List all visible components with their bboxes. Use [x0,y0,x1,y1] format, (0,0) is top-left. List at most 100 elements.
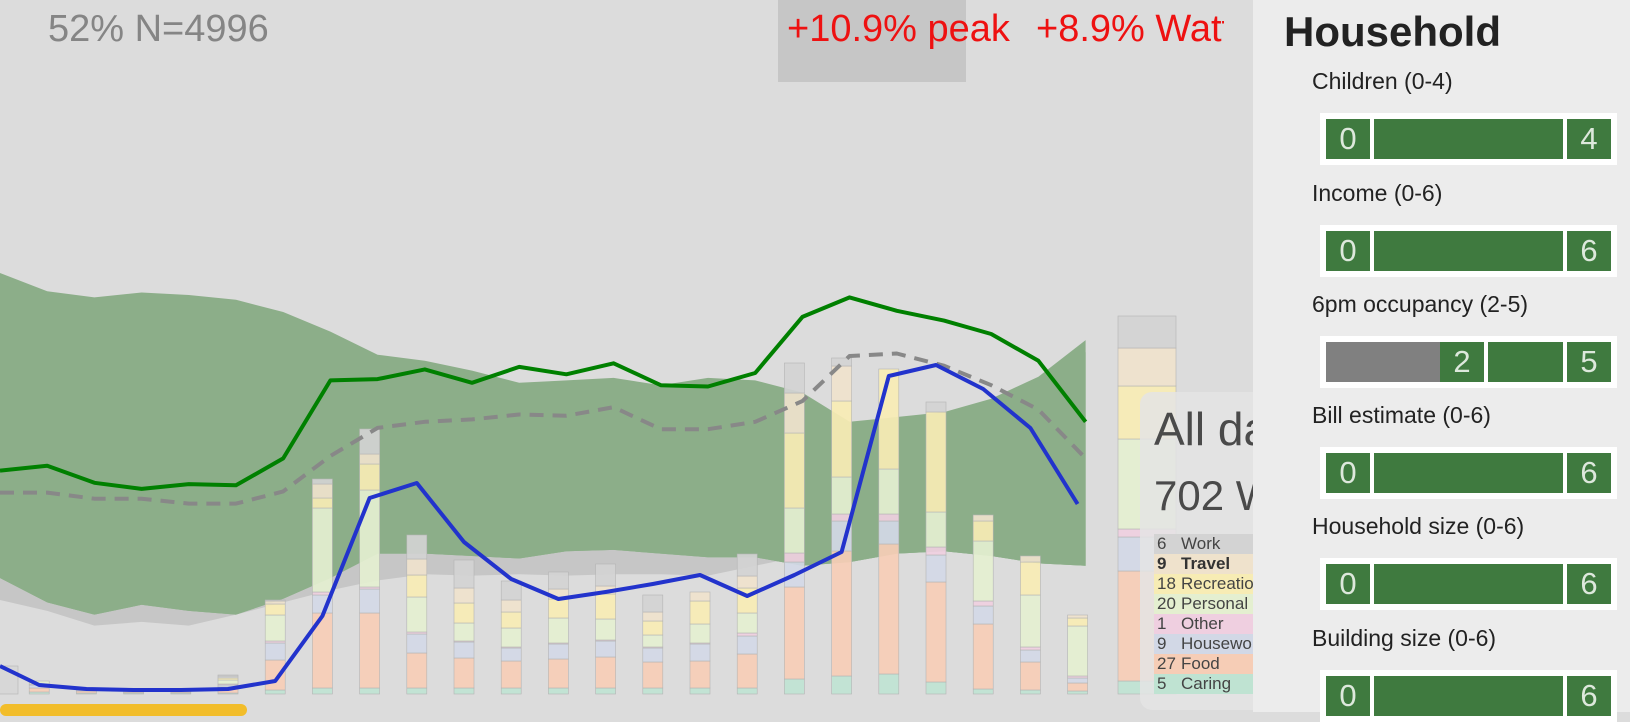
bar-segment-food [831,550,852,677]
bar-segment-recreation [548,598,569,619]
bar-segment-recreation [595,593,616,620]
bar-segment-food [359,612,380,689]
timeline-scrollbar[interactable] [0,704,247,716]
legend-name: Food [1181,654,1220,673]
bar-segment-food [642,661,664,689]
bar-segment-work [642,594,664,613]
slider-max-handle[interactable]: 6 [1567,676,1611,716]
bar-segment-work [264,599,286,602]
legend-count: 27 [1157,654,1176,673]
bar-segment-house [264,642,286,661]
bar-segment-work [784,362,805,394]
bar-segment-house [689,643,711,662]
bar-segment-personal [548,617,569,644]
peak-change-label: +10.9% peak [787,8,1010,50]
chart-area: 52% N=4996 +10.9% peak +8.9% Watt All da… [0,0,1340,716]
legend-name: Personal [1181,594,1249,613]
bar-segment-personal [359,489,380,588]
slider-max-handle[interactable]: 5 [1567,342,1611,382]
slider-selected-range[interactable] [1374,676,1563,716]
slider-min-handle[interactable]: 0 [1326,676,1370,716]
bar-segment-recreation [500,611,522,629]
slider-max-handle[interactable]: 6 [1567,231,1611,271]
bar-segment-travel [972,514,994,522]
bar-segment-recreation [784,432,805,509]
bar-segment-caring [736,687,758,695]
legend-count: 18 [1157,574,1176,593]
bar-segment-house [1067,677,1088,684]
slider-max-handle[interactable]: 6 [1567,564,1611,604]
bar-segment-recreation [642,620,664,636]
legend-name: Other [1181,614,1224,633]
bar-segment-house [406,633,428,654]
slider-min-handle[interactable]: 0 [1326,564,1370,604]
bar-segment-food [264,659,286,691]
slider-min-handle[interactable]: 0 [1326,231,1370,271]
bar-segment-house [736,635,758,655]
bar-segment-travel [500,599,522,613]
legend-name: Travel [1181,554,1231,573]
legend-name: Recreation [1181,574,1264,593]
bar-segment-caring [359,687,380,695]
bar-segment-personal [453,622,475,642]
bar-segment-food [1020,661,1041,691]
slider-min-handle[interactable]: 0 [1326,119,1370,159]
slider-label-3: Bill estimate (0-6) [1312,402,1491,428]
bar-segment-food [736,653,758,689]
bar-segment-travel [642,611,664,622]
bar-segment-travel [264,600,286,605]
bar-segment-travel [736,575,758,589]
legend-name: Caring [1181,674,1232,693]
bar-segment-personal [217,679,239,685]
bar-segment-recreation [925,411,947,513]
slider-max-handle[interactable]: 6 [1567,453,1611,493]
slider-min-handle[interactable]: 0 [1326,453,1370,493]
bar-segment-personal [1020,594,1041,648]
slider-selected-range[interactable] [1374,564,1563,604]
bar-segment-personal [925,511,947,548]
bar-segment-food [28,687,50,693]
bar-segment-recreation [406,574,428,598]
bar-segment-work [359,428,380,455]
slider-selected-range[interactable] [1488,342,1563,382]
bar-segment-recreation [312,497,333,509]
bar-segment-caring [406,687,428,695]
legend-count: 9 [1157,554,1167,573]
bar-segment-recreation [689,600,711,625]
bar-segment-house [878,520,900,545]
bar-segment-house [1020,649,1041,663]
bar-segment-personal [312,507,333,593]
bar-segment-personal [831,476,852,515]
slider-min-handle[interactable]: 2 [1440,342,1484,382]
household-sidebar: Household Children (0-4) 0 4 Income (0-6) 0 6… [1253,0,1630,722]
slider-selected-range[interactable] [1374,453,1563,493]
bar-segment-recreation [831,400,852,478]
bar-segment-caring [642,687,664,695]
bar-segment-work [1117,315,1177,349]
bar-segment-travel [1020,555,1041,563]
bar-segment-food [595,656,616,689]
legend-count: 6 [1157,534,1167,553]
bar-segment-travel [453,587,475,604]
bar-segment-recreation [878,368,900,470]
legend-count: 9 [1157,634,1167,653]
slider-selected-range[interactable] [1374,119,1563,159]
bar-segment-other [878,513,900,522]
slider-label-4: Household size (0-6) [1312,513,1525,539]
bar-segment-remainder [217,674,239,677]
bar-segment-personal [1067,625,1088,677]
slider-selected-range[interactable] [1374,231,1563,271]
bar-segment-other [1020,646,1041,651]
bar-segment-work [406,534,428,560]
watt-change-label: +8.9% Watt [1036,8,1224,50]
slider-max-handle[interactable]: 4 [1567,119,1611,159]
bar-segment-personal [500,627,522,648]
bar-segment-other [784,552,805,563]
bar-segment-recreation [453,602,475,624]
